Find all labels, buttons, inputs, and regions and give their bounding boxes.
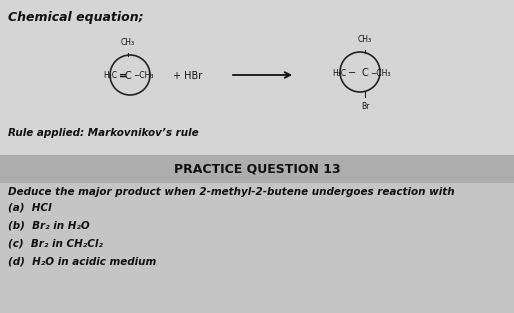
Bar: [0, 0, 514, 155]
Text: H₃C: H₃C: [332, 69, 346, 78]
Text: Chemical equation;: Chemical equation;: [8, 11, 143, 24]
Text: C: C: [124, 71, 132, 81]
Bar: [0, 183, 514, 313]
Text: Br: Br: [361, 102, 369, 111]
Text: (a)  HCl: (a) HCl: [8, 202, 51, 212]
Text: Deduce the major product when 2-methyl-2-butene undergoes reaction with: Deduce the major product when 2-methyl-2…: [8, 187, 454, 197]
Text: Rule applied: Markovnikov’s rule: Rule applied: Markovnikov’s rule: [8, 128, 198, 138]
Text: PRACTICE QUESTION 13: PRACTICE QUESTION 13: [174, 162, 340, 176]
Text: + HBr: + HBr: [173, 71, 203, 81]
Text: −CH₃: −CH₃: [133, 71, 154, 80]
Text: CH₃: CH₃: [358, 35, 372, 44]
Text: H₂C: H₂C: [103, 71, 117, 80]
Text: C: C: [362, 68, 369, 78]
Text: CH₃: CH₃: [121, 38, 135, 47]
Text: (b)  Br₂ in H₂O: (b) Br₂ in H₂O: [8, 220, 90, 230]
Text: =: =: [119, 71, 127, 81]
Text: (c)  Br₂ in CH₂Cl₂: (c) Br₂ in CH₂Cl₂: [8, 238, 103, 248]
Text: (d)  H₂O in acidic medium: (d) H₂O in acidic medium: [8, 256, 156, 266]
Text: −CH₃: −CH₃: [370, 69, 391, 78]
Text: −: −: [348, 68, 356, 78]
Bar: [0, 155, 514, 183]
